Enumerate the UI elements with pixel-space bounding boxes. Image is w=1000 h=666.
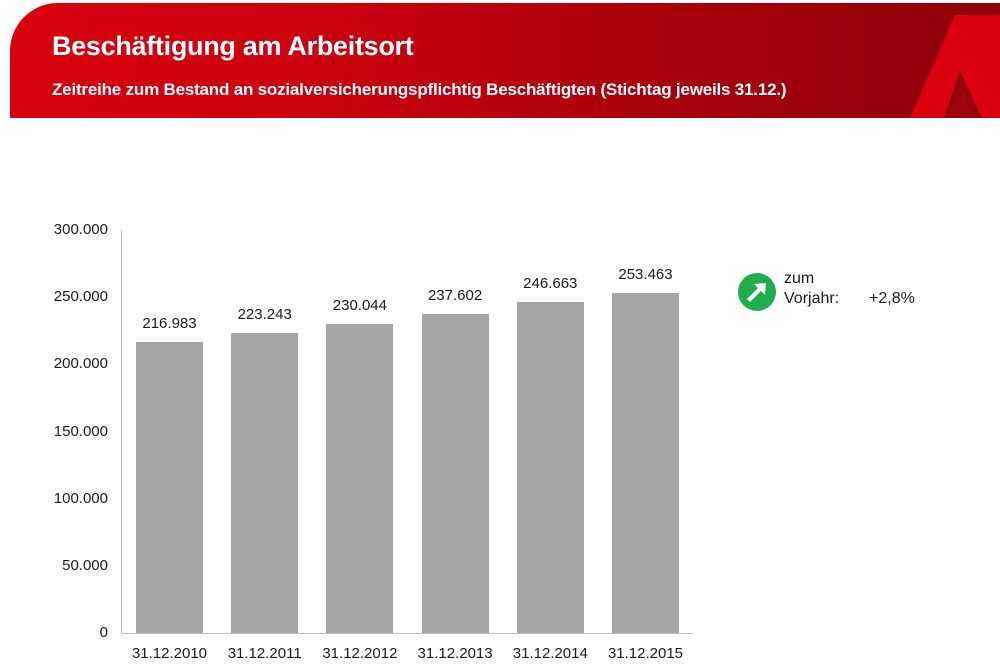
x-tick-label: 31.12.2015 bbox=[607, 645, 684, 662]
y-tick-label: 0 bbox=[99, 624, 108, 641]
arrow-up-right-icon bbox=[738, 273, 776, 311]
bar-value-label: 253.463 bbox=[618, 265, 673, 283]
bar-value-label: 237.602 bbox=[427, 286, 483, 304]
x-axis bbox=[121, 633, 693, 634]
y-tick-label: 150.000 bbox=[53, 422, 108, 440]
x-tick-label: 31.12.2014 bbox=[512, 645, 588, 662]
y-tick-label: 100.000 bbox=[53, 489, 108, 507]
y-axis bbox=[121, 230, 122, 633]
bar-value-label: 230.044 bbox=[332, 296, 387, 314]
indicator-label-line2: Vorjahr: bbox=[784, 290, 840, 307]
y-tick-label: 50.000 bbox=[62, 556, 108, 574]
x-tick-label: 31.12.2010 bbox=[131, 645, 208, 662]
bar-value-label: 223.243 bbox=[237, 306, 292, 324]
bar bbox=[612, 292, 679, 633]
bar bbox=[421, 313, 489, 633]
x-tick-label: 31.12.2012 bbox=[322, 645, 398, 662]
page-title: Beschäftigung am Arbeitsort bbox=[52, 31, 414, 61]
page-subtitle: Zeitreihe zum Bestand an sozialversicher… bbox=[52, 80, 787, 99]
x-tick-label: 31.12.2011 bbox=[227, 645, 302, 662]
bar bbox=[136, 341, 203, 633]
x-tick-label: 31.12.2013 bbox=[417, 645, 493, 662]
bar-value-label: 216.983 bbox=[142, 314, 197, 332]
bar bbox=[516, 301, 584, 633]
bar-value-label: 246.663 bbox=[523, 274, 578, 292]
y-tick-label: 300.000 bbox=[53, 221, 108, 238]
bar bbox=[231, 333, 299, 633]
indicator-label-line1: zum bbox=[784, 270, 815, 287]
bar bbox=[326, 323, 394, 633]
header-banner: Beschäftigung am Arbeitsort Zeitreihe zu… bbox=[10, 3, 1000, 118]
y-tick-label: 250.000 bbox=[53, 288, 108, 306]
agency-a-logo-icon bbox=[910, 15, 1000, 118]
y-tick-label: 200.000 bbox=[53, 355, 108, 373]
indicator-value: +2,8% bbox=[869, 290, 915, 307]
